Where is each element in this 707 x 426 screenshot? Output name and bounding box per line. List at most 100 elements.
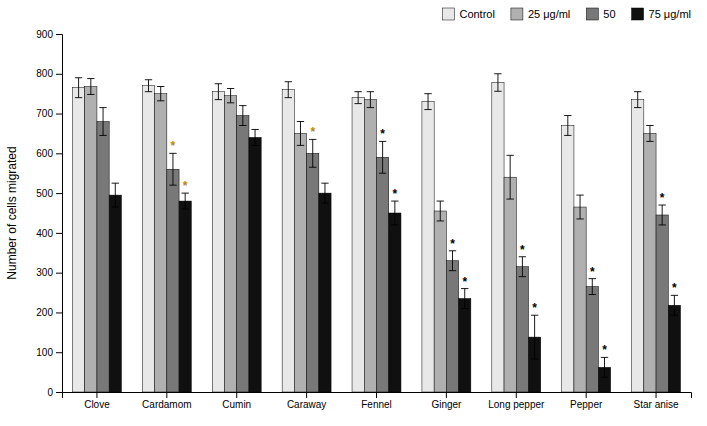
legend-item: 50 [586,8,615,20]
x-tick: Ginger [431,392,462,410]
y-tick-label: 700 [36,108,53,119]
bar [389,213,401,392]
error-bar [215,84,222,100]
error-bar [99,108,106,136]
error-bar [87,79,94,95]
bar [632,100,644,392]
x-tick: Clove [84,392,110,410]
y-tick-label: 600 [36,148,53,159]
error-bar [157,87,164,101]
error-bar [461,289,468,309]
error-bar [251,129,258,145]
bar [352,98,364,392]
error-bar [531,315,538,359]
annotation: * [310,125,315,139]
x-tick-mark [656,392,657,398]
x-tick-label: Long pepper [488,399,545,410]
legend-item: Control [442,8,494,20]
annotation: * [590,265,595,279]
annotation: * [520,243,525,257]
y-axis-title: Number of cells migrated [5,146,19,279]
y-tick-mark [56,273,62,274]
bar [562,125,574,392]
y-tick: 200 [36,307,62,318]
error-bar [145,80,152,92]
legend: Control 25 μg/ml 50 75 μg/ml [442,8,691,20]
x-tick-label: Clove [84,399,110,410]
series [109,129,680,392]
error-bar [576,195,583,219]
legend-item: 25 μg/ml [511,8,570,20]
y-tick-mark [56,392,62,393]
error-bar [367,92,374,108]
x-tick-mark [96,392,97,398]
bar [142,86,154,392]
legend-swatch [511,8,523,20]
bar [459,299,471,392]
y-tick-label: 200 [36,307,53,318]
x-tick-label: Pepper [570,399,603,410]
y-tick: 100 [36,347,62,358]
error-bar [297,122,304,146]
bar [307,153,319,392]
error-bar [634,92,641,108]
error-bar [391,201,398,225]
annotation: * [171,139,176,153]
y-tick: 900 [36,29,62,40]
y-tick-label: 300 [36,267,53,278]
bar [364,100,376,392]
bar [179,201,191,392]
x-axis-line [63,393,692,399]
y-tick: 700 [36,108,62,119]
y-tick-mark [56,352,62,353]
y-tick-label: 500 [36,188,53,199]
legend-label: 75 μg/ml [649,8,691,20]
error-bar [659,205,666,225]
bar [422,102,434,392]
x-tick-mark [376,392,377,398]
annotation: * [393,187,398,201]
y-tick-mark [56,153,62,154]
error-bar [75,78,82,98]
y-tick-label: 100 [36,347,53,358]
error-bar [519,257,526,277]
x-tick: Cumin [222,392,251,410]
bar [644,133,656,392]
error-bar [589,279,596,295]
x-axis: CloveCardamomCuminCarawayFennelGingerLon… [63,392,692,410]
y-tick: 400 [36,228,62,239]
y-axis-line [56,35,63,393]
error-bar [671,295,678,315]
bar [72,88,84,392]
bar [446,261,458,392]
error-bar [239,106,246,126]
y-tick: 600 [36,148,62,159]
error-bar [285,82,292,98]
bar [294,133,306,392]
bar [85,87,97,392]
x-tick-mark [516,392,517,398]
error-bar [494,74,501,92]
error-bar [169,153,176,185]
bar [656,215,668,392]
bar [109,195,121,392]
y-tick-label: 400 [36,228,53,239]
plot: 0100200300400500600700800900CloveCardamo… [36,29,691,410]
annotation: * [602,343,607,357]
bar [434,211,446,392]
x-tick: Star anise [634,392,679,410]
x-tick: Fennel [361,392,392,410]
y-tick-mark [56,74,62,75]
series [97,106,668,392]
x-tick-label: Cumin [222,399,251,410]
bar [492,83,504,392]
y-tick-label: 800 [36,68,53,79]
legend-swatch [442,8,454,20]
series [85,79,656,392]
y-tick: 500 [36,188,62,199]
annotation: * [183,179,188,193]
error-bar [564,116,571,136]
error-bar [506,155,513,199]
bar [224,96,236,392]
legend-label: 25 μg/ml [528,8,570,20]
